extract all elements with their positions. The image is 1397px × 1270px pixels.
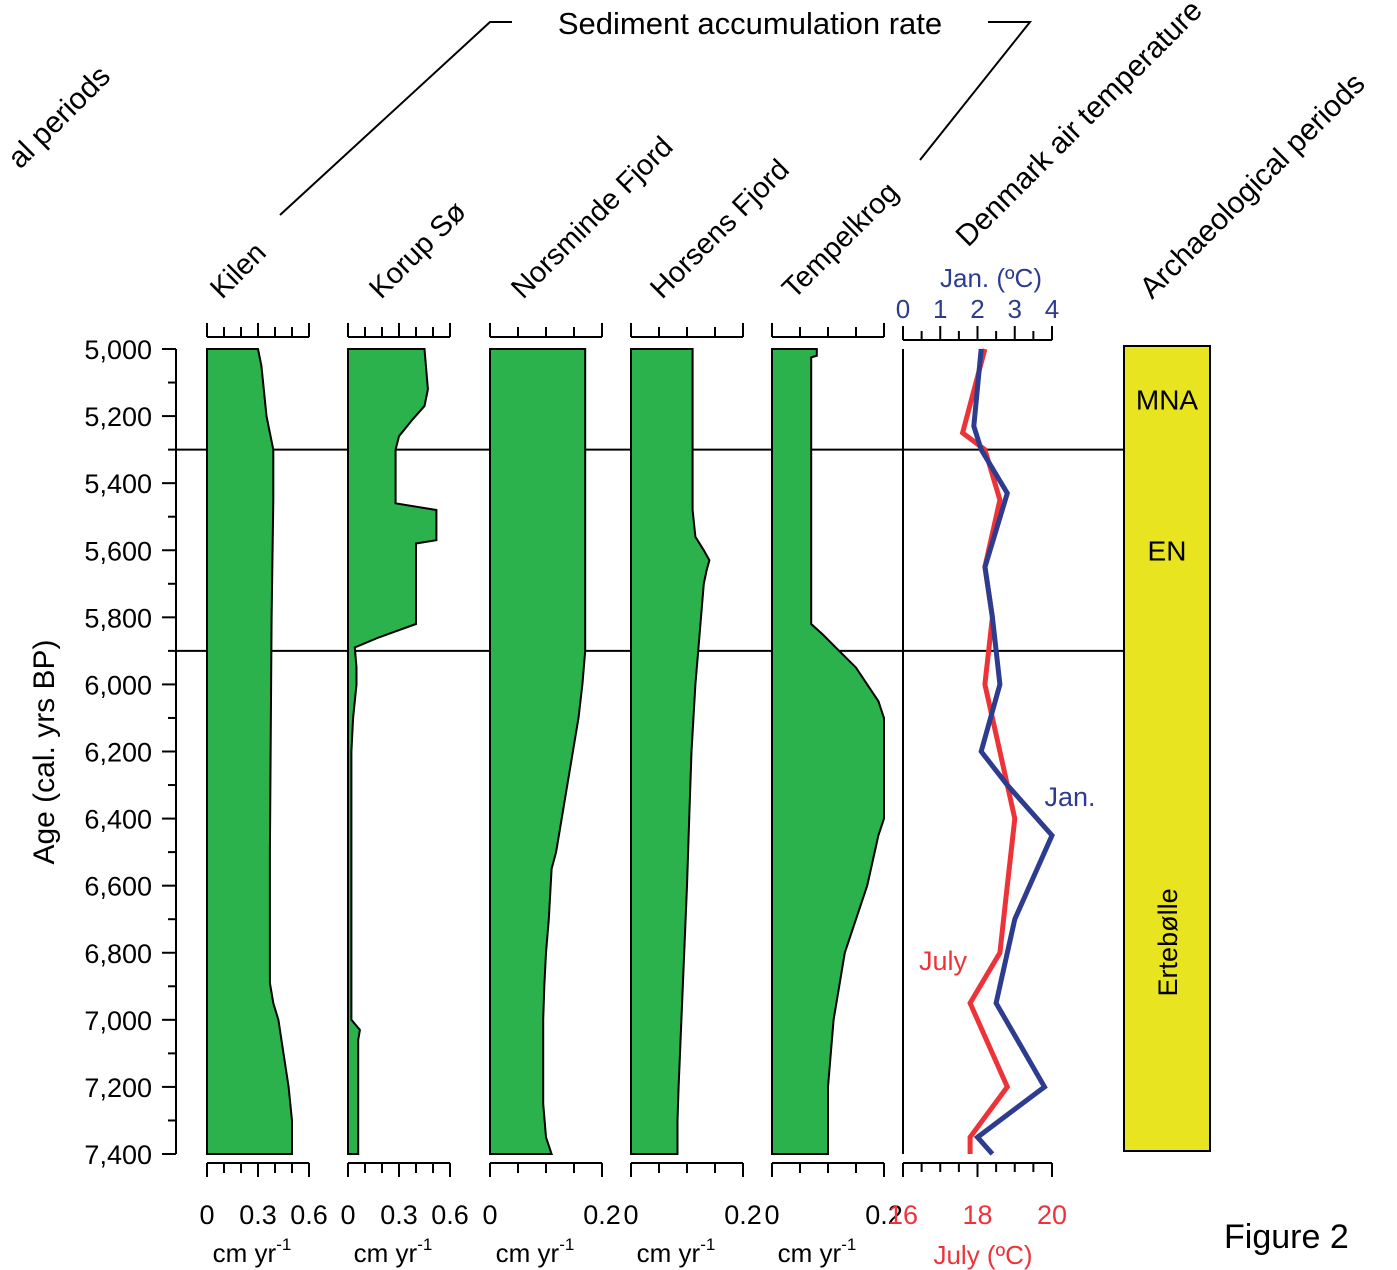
- jan-tick-label: 0: [896, 294, 910, 324]
- y-tick-label: 5,600: [84, 536, 152, 566]
- y-tick-label: 7,200: [84, 1073, 152, 1103]
- header-title: Sediment accumulation rate: [558, 6, 942, 41]
- x-tick-label: 0: [623, 1200, 638, 1230]
- jan-tick-label: 2: [970, 294, 984, 324]
- y-tick-label: 5,400: [84, 469, 152, 499]
- jan-axis-title: Jan. (ºC): [940, 263, 1042, 293]
- accumulation-area: [631, 349, 709, 1154]
- figure-label: Figure 2: [1224, 1218, 1349, 1256]
- panel-title: Tempelkrog: [776, 176, 905, 305]
- x-tick-label: 0: [482, 1200, 497, 1230]
- accumulation-area: [772, 349, 884, 1154]
- header-group: Sediment accumulation rate: [280, 6, 1030, 215]
- accumulation-area: [348, 349, 436, 1154]
- y-tick-label: 7,000: [84, 1006, 152, 1036]
- y-tick-label: 5,800: [84, 603, 152, 633]
- chart-marks: 5,000 5,200 5,400 5,600 5,800 6,000 6,200 6,400…: [84, 131, 1210, 1270]
- x-tick-label: 0.3: [380, 1200, 418, 1230]
- unit-label: cm yr-1: [213, 1235, 292, 1268]
- unit-label: cm yr-1: [496, 1235, 575, 1268]
- accumulation-area: [207, 349, 292, 1154]
- july-tick-label: 20: [1037, 1200, 1067, 1230]
- y-tick-label: 5,000: [84, 335, 152, 365]
- y-tick-label: 6,800: [84, 939, 152, 969]
- period-label-mna: MNA: [1136, 384, 1199, 415]
- july-tick-label: 16: [888, 1200, 918, 1230]
- unit-superscript: -1: [559, 1235, 574, 1254]
- july-series-line: [963, 349, 1015, 1154]
- panel-korup-s-: 0 0.3 0.6 cm yr-1 Korup Sø: [340, 196, 472, 1268]
- header-bracket-left: [280, 22, 512, 215]
- period-label-erteblle: Ertebølle: [1153, 888, 1183, 996]
- jan-tick-label: 3: [1008, 294, 1022, 324]
- jan-tick-label: 1: [933, 294, 947, 324]
- y-tick-label: 7,400: [84, 1140, 152, 1170]
- x-tick-label: 0.6: [290, 1200, 328, 1230]
- header-bracket-right: [920, 22, 1030, 160]
- left-periods-title: al periods: [2, 60, 117, 175]
- archaeological-periods-title: Archaeological periods: [1134, 67, 1372, 305]
- y-axis-title: Age (cal. yrs BP): [28, 639, 61, 864]
- panel-title: Korup Sø: [363, 196, 472, 305]
- july-tick-label: 18: [962, 1200, 992, 1230]
- y-tick-label: 6,000: [84, 670, 152, 700]
- y-axis: 5,000 5,200 5,400 5,600 5,800 6,000 6,200 6,400…: [84, 335, 176, 1170]
- unit-superscript: -1: [841, 1235, 856, 1254]
- july-axis-title: July (ºC): [933, 1240, 1032, 1270]
- unit-label: cm yr-1: [778, 1235, 857, 1268]
- unit-superscript: -1: [276, 1235, 291, 1254]
- unit-label: cm yr-1: [354, 1235, 433, 1268]
- jan-tick-label: 4: [1045, 294, 1059, 324]
- july-series-label: July: [919, 946, 968, 976]
- x-tick-label: 0.3: [239, 1200, 277, 1230]
- x-tick-label: 0: [199, 1200, 214, 1230]
- y-tick-label: 6,400: [84, 805, 152, 835]
- panel-title: Horsens Fjord: [644, 154, 795, 305]
- temperature-title: Denmark air temperature: [950, 0, 1209, 253]
- unit-superscript: -1: [417, 1235, 432, 1254]
- x-tick-label: 0.2: [583, 1200, 621, 1230]
- panel-title: Kilen: [204, 237, 272, 305]
- x-tick-label: 0.6: [431, 1200, 469, 1230]
- y-tick-label: 5,200: [84, 402, 152, 432]
- archaeological-periods-column: MNA EN Ertebølle: [1124, 346, 1210, 1151]
- jan-series-label: Jan.: [1044, 782, 1095, 812]
- panel-kilen: 0 0.3 0.6 cm yr-1 Kilen: [199, 237, 327, 1268]
- x-tick-label: 0.2: [724, 1200, 762, 1230]
- y-tick-label: 6,600: [84, 872, 152, 902]
- period-label-en: EN: [1148, 535, 1187, 566]
- y-tick-label: 6,200: [84, 738, 152, 768]
- unit-label: cm yr-1: [637, 1235, 716, 1268]
- x-tick-label: 0: [340, 1200, 355, 1230]
- accumulation-area: [490, 349, 585, 1154]
- x-tick-label: 0: [764, 1200, 779, 1230]
- unit-superscript: -1: [700, 1235, 715, 1254]
- period-background: [1124, 346, 1210, 1151]
